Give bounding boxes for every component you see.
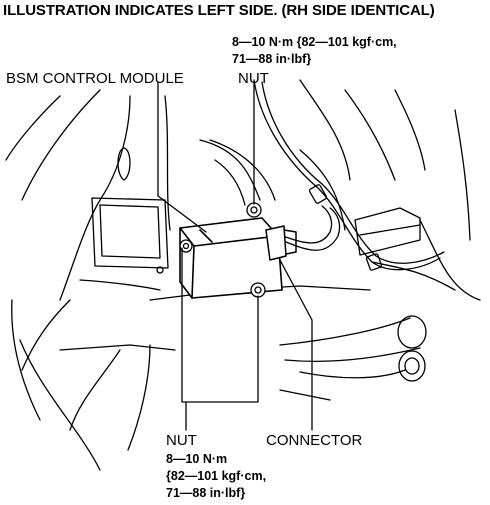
nut-top — [246, 202, 262, 218]
locating-pin — [156, 266, 164, 274]
leader-lines — [157, 81, 313, 431]
harness-clip — [308, 184, 328, 204]
torque-bottom-line2: {82—101 kgf·cm, — [166, 469, 267, 483]
nut-bottom — [250, 282, 266, 298]
bracket-part — [354, 207, 421, 256]
bracket-edge — [359, 224, 421, 236]
nut-top-label: NUT — [238, 70, 269, 87]
body-recess-outer — [91, 197, 169, 269]
nut-bottom-label: NUT — [166, 432, 197, 449]
body-slot — [117, 147, 131, 181]
torque-bottom-line1: 8—10 N·m — [166, 452, 228, 466]
wire-harness — [253, 79, 456, 291]
diagram-heading: ILLUSTRATION INDICATES LEFT SIDE. (RH SI… — [3, 2, 435, 19]
torque-spec-top: 8—10 N·m {82—101 kgf·cm, 71—88 in·lbf} — [232, 34, 397, 68]
module-label: BSM CONTROL MODULE — [6, 70, 184, 87]
torque-spec-bottom: 8—10 N·m {82—101 kgf·cm, 71—88 in·lbf} — [166, 451, 266, 502]
harness-clip-2 — [365, 253, 383, 271]
torque-top-line2: 71—88 in·lbf} — [232, 52, 312, 66]
nut-left — [179, 239, 193, 253]
bsm-control-module — [179, 217, 283, 299]
tube-part — [279, 315, 427, 401]
body-panel-lines — [5, 79, 481, 471]
connector-label: CONNECTOR — [266, 432, 363, 449]
body-recess-inner — [99, 204, 161, 259]
module-connector — [265, 225, 297, 261]
torque-top-line1: 8—10 N·m {82—101 kgf·cm, — [232, 35, 397, 49]
torque-bottom-line3: 71—88 in·lbf} — [166, 486, 246, 500]
body-ridge — [199, 139, 261, 201]
